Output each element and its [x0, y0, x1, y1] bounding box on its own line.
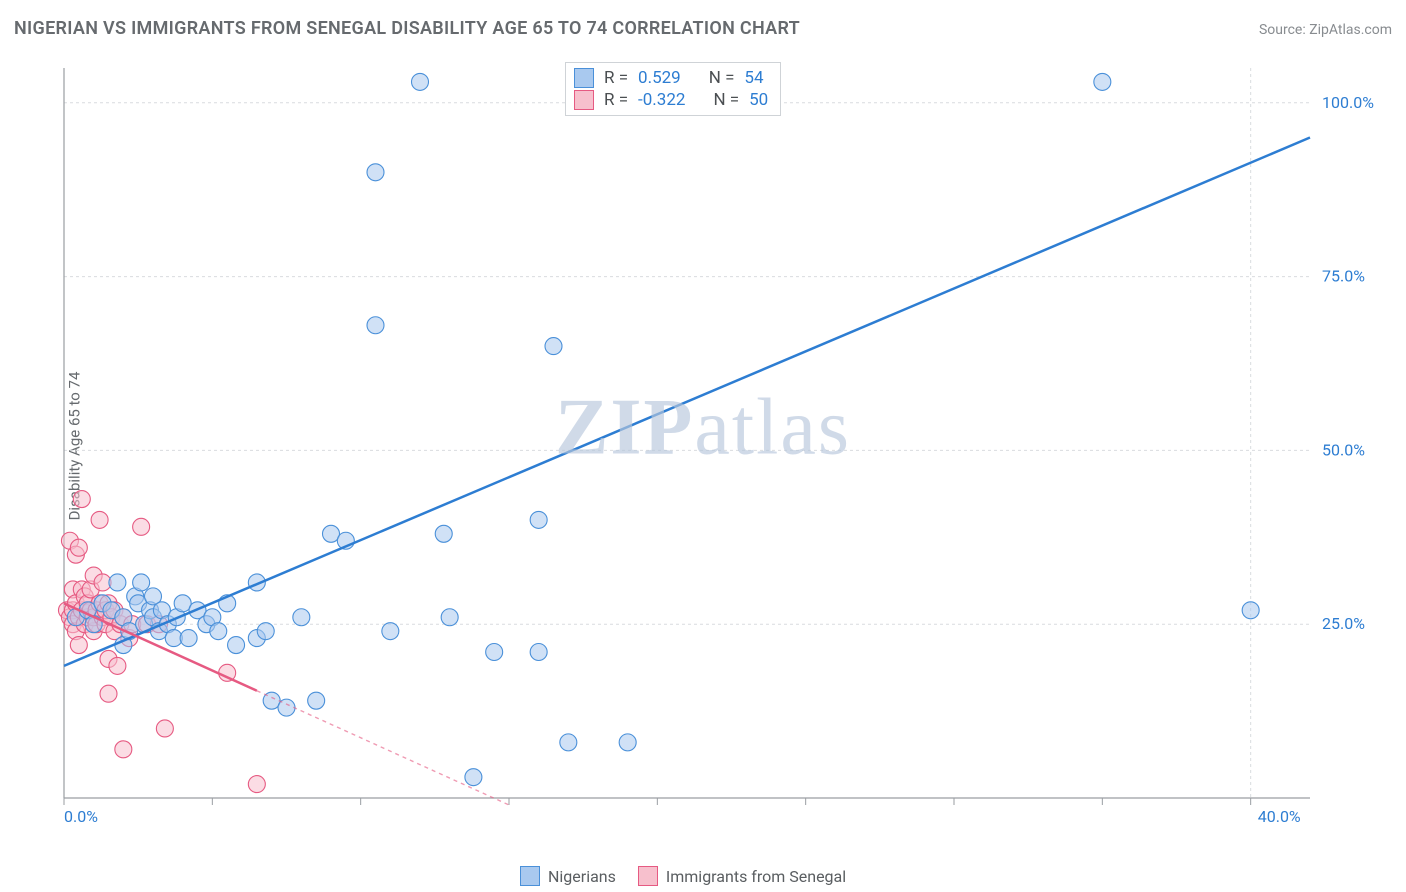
legend-item-senegal: Immigrants from Senegal	[638, 866, 846, 886]
r-label-1: R =	[604, 90, 628, 110]
n-label-0: N =	[709, 68, 735, 88]
svg-text:100.0%: 100.0%	[1322, 93, 1374, 112]
svg-text:0.0%: 0.0%	[64, 807, 98, 826]
swatch-senegal	[574, 90, 594, 110]
stats-legend: R = 0.529 N = 54 R = -0.322 N = 50	[565, 62, 781, 116]
legend-swatch-nigerians	[520, 866, 540, 886]
legend-swatch-senegal	[638, 866, 658, 886]
n-value-0: 54	[744, 68, 763, 88]
scatter-chart-svg: 25.0% 50.0% 75.0% 100.0% 0.0% 40.0%	[50, 58, 1390, 846]
svg-text:40.0%: 40.0%	[1258, 807, 1301, 826]
legend-item-nigerians: Nigerians	[520, 866, 616, 886]
r-value-1: -0.322	[638, 90, 685, 110]
svg-text:25.0%: 25.0%	[1322, 614, 1365, 633]
bottom-legend: Nigerians Immigrants from Senegal	[520, 866, 846, 886]
stats-row-senegal: R = -0.322 N = 50	[574, 89, 768, 111]
stats-row-nigerians: R = 0.529 N = 54	[574, 67, 768, 89]
chart-title: NIGERIAN VS IMMIGRANTS FROM SENEGAL DISA…	[14, 18, 800, 39]
svg-text:50.0%: 50.0%	[1322, 440, 1365, 459]
chart-container: NIGERIAN VS IMMIGRANTS FROM SENEGAL DISA…	[0, 0, 1406, 892]
legend-label-senegal: Immigrants from Senegal	[666, 867, 846, 886]
swatch-nigerians	[574, 68, 594, 88]
n-label-1: N =	[713, 90, 739, 110]
legend-label-nigerians: Nigerians	[548, 867, 616, 886]
n-value-1: 50	[749, 90, 768, 110]
svg-text:75.0%: 75.0%	[1322, 267, 1365, 286]
r-value-0: 0.529	[638, 68, 681, 88]
title-bar: NIGERIAN VS IMMIGRANTS FROM SENEGAL DISA…	[14, 18, 1392, 39]
source-attribution: Source: ZipAtlas.com	[1259, 22, 1392, 38]
r-label-0: R =	[604, 68, 628, 88]
plot-area: 25.0% 50.0% 75.0% 100.0% 0.0% 40.0%	[50, 58, 1390, 846]
